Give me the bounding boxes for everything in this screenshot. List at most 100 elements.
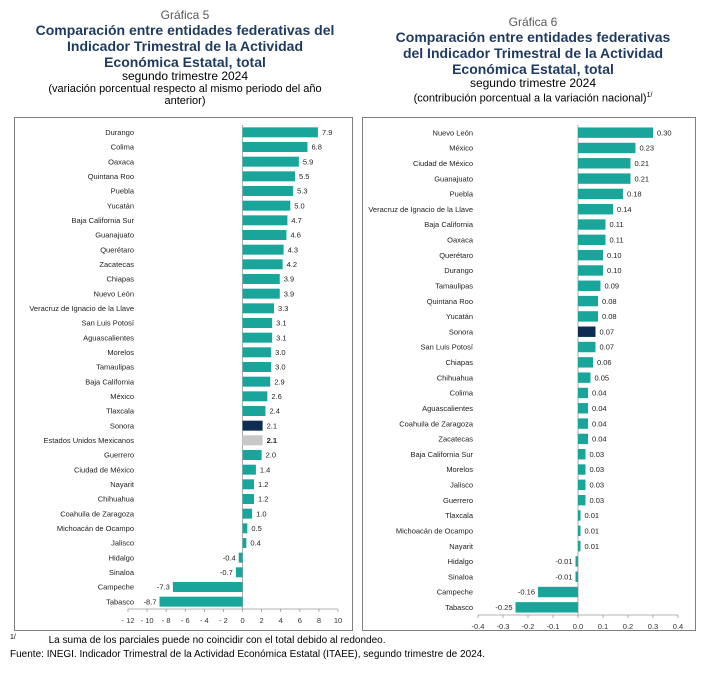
data-label: 0.11 (610, 236, 624, 245)
data-label: 0.07 (600, 343, 615, 352)
bar (575, 556, 578, 567)
data-label: 2.1 (267, 421, 277, 430)
data-label: 5.0 (294, 201, 304, 210)
category-label: Durango (444, 266, 473, 275)
category-label: Sonora (449, 327, 474, 336)
chart6-header: Gráfica 6 Comparación entre entidades fe… (358, 15, 708, 105)
bar (578, 158, 631, 169)
chart5-title-line-1: Comparación entre entidades federativas … (35, 22, 335, 38)
chart6-svg: -0.4 -0.3 -0.2 -0.1 0.0 0.1 0.2 0.3 0.4 Nuevo Leó… (362, 117, 696, 631)
chart5-header: Gráfica 5 Comparación entre entidades fe… (10, 8, 360, 107)
data-label: 3.1 (276, 319, 286, 328)
bar (242, 406, 266, 416)
bar (242, 259, 283, 270)
data-label: 1.4 (260, 465, 270, 474)
data-label: -8.7 (144, 597, 157, 606)
category-label: Nuevo León (433, 128, 473, 137)
category-label: Yucatán (446, 312, 473, 321)
chart6-subtitle2-sup: 1/ (646, 92, 653, 99)
category-label: Jalisco (111, 539, 134, 548)
bar (242, 508, 253, 519)
chart5-title-line-3: Económica Estatal, total (104, 54, 266, 70)
data-label: 0.03 (590, 465, 605, 474)
chart6-title-line-2: del Indicador Trimestral de la Actividad (402, 45, 664, 61)
category-label: Baja California (85, 377, 135, 386)
category-label: Baja California Sur (410, 450, 473, 459)
data-label: -7.3 (157, 583, 170, 592)
category-label: Puebla (450, 190, 474, 199)
bar (235, 567, 243, 578)
bar (242, 156, 299, 167)
data-label: 4.3 (288, 245, 298, 254)
x-tick-label: - 4 (200, 616, 209, 625)
x-tick-label: 0.1 (598, 622, 608, 631)
bar (159, 596, 243, 607)
bar (578, 433, 588, 445)
bar (242, 274, 280, 284)
data-label: 0.04 (592, 389, 607, 398)
data-label: 3.9 (284, 289, 294, 298)
bar (578, 494, 586, 506)
bar (242, 244, 284, 255)
category-label: Puebla (111, 187, 135, 196)
bar (515, 602, 578, 613)
bar (242, 215, 288, 226)
data-label: 0.05 (595, 373, 610, 382)
bar (575, 571, 578, 582)
x-tick-label: 0.0 (573, 622, 583, 631)
category-label: Zacatecas (99, 260, 134, 269)
category-label: Yucatán (107, 201, 134, 210)
bar (242, 318, 273, 328)
category-label: Chiapas (445, 358, 473, 367)
category-label: Campeche (98, 583, 134, 592)
x-tick-label: 6 (298, 616, 302, 625)
x-tick-label: -0.2 (522, 622, 535, 631)
bar (578, 142, 636, 154)
category-label: Zacatecas (438, 435, 473, 444)
bar (578, 464, 586, 475)
bar (578, 525, 581, 536)
category-label: Baja California Sur (71, 216, 134, 225)
category-label: San Luis Potosí (81, 319, 134, 328)
x-tick-label: - 10 (141, 616, 154, 625)
category-label: Tamaulipas (435, 281, 473, 290)
category-label: Guanajuato (95, 231, 134, 240)
data-label: 0.01 (585, 542, 600, 551)
category-label: Aguascalientes (83, 333, 134, 342)
category-label: Ciudad de México (74, 465, 134, 474)
category-label: Estados Unidos Mexicanos (44, 436, 135, 445)
data-label: 0.10 (607, 266, 622, 275)
bar (578, 265, 603, 276)
category-label: Nuevo León (94, 289, 134, 298)
chart5-number: Gráfica 5 (160, 8, 210, 22)
x-tick-label: 8 (317, 616, 321, 625)
category-label: Sinaloa (448, 572, 474, 581)
data-label: -0.7 (220, 568, 233, 577)
data-label: 3.1 (276, 333, 286, 342)
data-label: 0.03 (590, 450, 605, 459)
data-label: 6.8 (311, 143, 321, 152)
x-tick-label: -0.4 (472, 622, 485, 631)
data-label: 2.1 (267, 436, 277, 445)
data-label: 0.09 (605, 281, 620, 290)
data-label: 0.21 (635, 159, 650, 168)
bar (242, 303, 275, 314)
category-label: Quintana Roo (88, 172, 134, 181)
bar (578, 295, 598, 307)
chart5-subtitle: segundo trimestre 2024 (121, 69, 249, 83)
bar (578, 188, 623, 200)
x-tick-label: 0.4 (673, 622, 683, 631)
bar (578, 387, 588, 399)
data-label: 0.07 (600, 327, 615, 336)
bar (578, 479, 586, 491)
chart6-number: Gráfica 6 (508, 15, 558, 29)
category-label: San Luis Potosí (420, 343, 473, 352)
bar (578, 127, 653, 138)
data-label: 2.6 (271, 392, 281, 401)
category-label: México (110, 392, 134, 401)
data-label: 2.9 (274, 377, 284, 386)
category-label: Guerrero (443, 496, 473, 505)
category-label: Sonora (110, 421, 135, 430)
bar (242, 171, 296, 182)
bar (578, 219, 606, 230)
